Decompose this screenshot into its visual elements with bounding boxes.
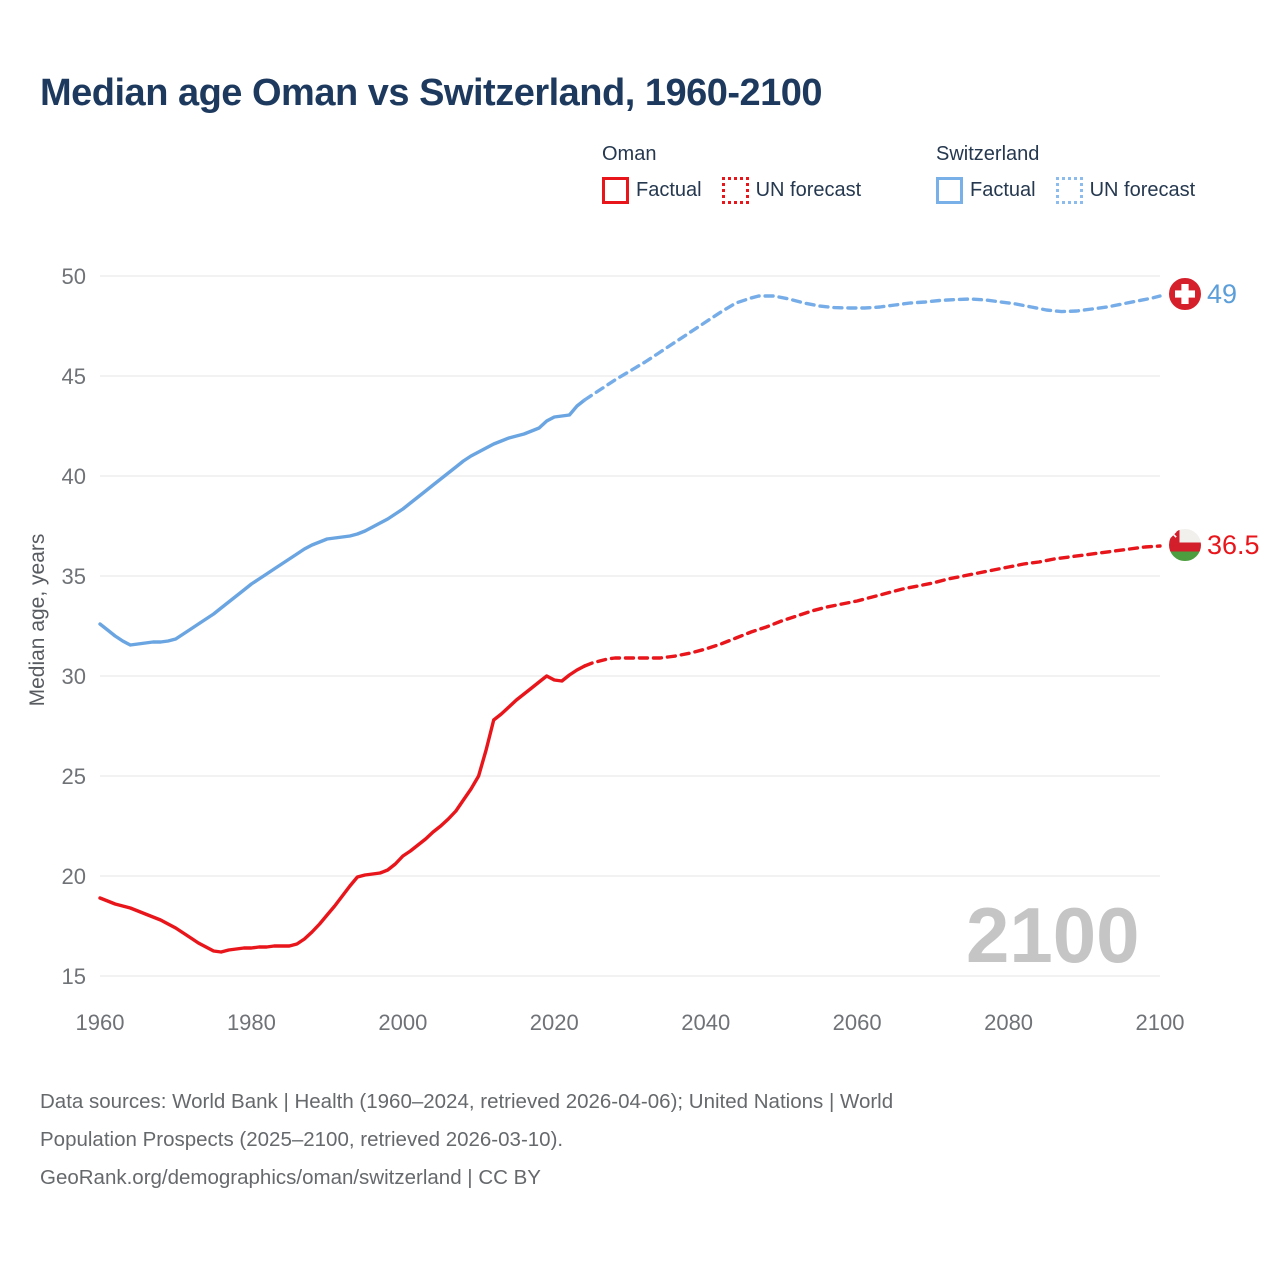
legend: Oman Factual UN forecast Switzerland Fac… bbox=[0, 143, 1280, 223]
switzerland-end-value: 49 bbox=[1207, 279, 1238, 309]
x-tick-label: 2000 bbox=[378, 1010, 427, 1035]
footer-attribution-url: GeoRank.org/demographics/oman/switzerlan… bbox=[40, 1166, 541, 1189]
legend-group-switzerland: Switzerland Factual UN forecast bbox=[936, 143, 1195, 204]
x-tick-label: 1980 bbox=[227, 1010, 276, 1035]
footer: Data sources: World Bank | Health (1960–… bbox=[40, 1083, 1170, 1197]
x-tick-label: 2100 bbox=[1136, 1010, 1185, 1035]
x-tick-label: 2080 bbox=[984, 1010, 1033, 1035]
watermark-year: 2100 bbox=[966, 891, 1140, 979]
y-tick-label: 40 bbox=[62, 464, 86, 489]
legend-group-oman: Oman Factual UN forecast bbox=[602, 143, 861, 204]
switzerland-forecast-swatch-icon bbox=[1055, 177, 1083, 204]
footer-data-sources-line2: Population Prospects (2025–2100, retriev… bbox=[40, 1128, 564, 1151]
chart-canvas[interactable]: Median age, years 15 20 25 30 35 40 45 50 1960 19… bbox=[0, 240, 1280, 1060]
y-tick-label: 20 bbox=[62, 864, 86, 889]
oman-factual-swatch-icon bbox=[602, 177, 629, 204]
y-tick-label: 25 bbox=[62, 764, 86, 789]
footer-data-sources-line1: Data sources: World Bank | Health (1960–… bbox=[40, 1090, 894, 1113]
legend-item-label: UN forecast bbox=[755, 179, 862, 201]
legend-item-label: UN forecast bbox=[1089, 179, 1196, 201]
x-tick-label: 2020 bbox=[530, 1010, 579, 1035]
chart-title: Median age Oman vs Switzerland, 1960-210… bbox=[40, 72, 823, 114]
switzerland-flag-icon bbox=[1167, 276, 1203, 312]
legend-item-oman-factual[interactable]: Factual bbox=[602, 177, 702, 204]
legend-item-switzerland-factual[interactable]: Factual bbox=[936, 177, 1036, 204]
y-tick-label: 35 bbox=[62, 564, 86, 589]
y-tick-label: 30 bbox=[62, 664, 86, 689]
x-tick-label: 2060 bbox=[833, 1010, 882, 1035]
legend-item-label: Factual bbox=[636, 179, 702, 201]
series-switzerland-forecast bbox=[582, 294, 1162, 402]
switzerland-factual-swatch-icon bbox=[936, 177, 963, 204]
series-oman-factual bbox=[98, 664, 587, 954]
legend-item-oman-forecast[interactable]: UN forecast bbox=[721, 177, 862, 204]
y-axis-title: Median age, years bbox=[26, 534, 49, 707]
y-tick-label: 50 bbox=[62, 264, 86, 289]
y-tick-label: 45 bbox=[62, 364, 86, 389]
legend-group-oman-label: Oman bbox=[602, 143, 657, 165]
oman-forecast-swatch-icon bbox=[721, 177, 749, 204]
x-tick-label: 2040 bbox=[681, 1010, 730, 1035]
x-tick-label: 1960 bbox=[76, 1010, 125, 1035]
y-tick-label: 15 bbox=[62, 964, 86, 989]
oman-flag-icon bbox=[1167, 527, 1203, 563]
series-oman-forecast bbox=[582, 544, 1162, 668]
series-switzerland-factual bbox=[98, 398, 587, 647]
legend-item-switzerland-forecast[interactable]: UN forecast bbox=[1055, 177, 1196, 204]
oman-end-value: 36.5 bbox=[1207, 530, 1260, 560]
legend-group-switzerland-label: Switzerland bbox=[936, 143, 1040, 165]
legend-item-label: Factual bbox=[970, 179, 1036, 201]
